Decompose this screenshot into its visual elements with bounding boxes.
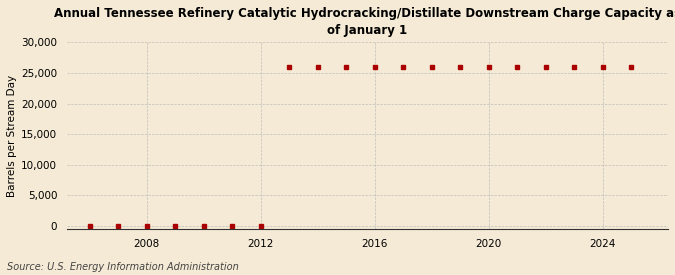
Y-axis label: Barrels per Stream Day: Barrels per Stream Day — [7, 75, 17, 197]
Text: Source: U.S. Energy Information Administration: Source: U.S. Energy Information Administ… — [7, 262, 238, 272]
Title: Annual Tennessee Refinery Catalytic Hydrocracking/Distillate Downstream Charge C: Annual Tennessee Refinery Catalytic Hydr… — [54, 7, 675, 37]
